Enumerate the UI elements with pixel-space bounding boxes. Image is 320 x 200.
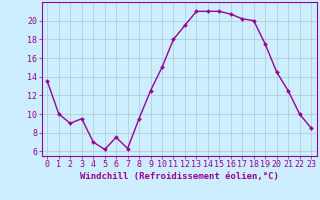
X-axis label: Windchill (Refroidissement éolien,°C): Windchill (Refroidissement éolien,°C) (80, 172, 279, 181)
